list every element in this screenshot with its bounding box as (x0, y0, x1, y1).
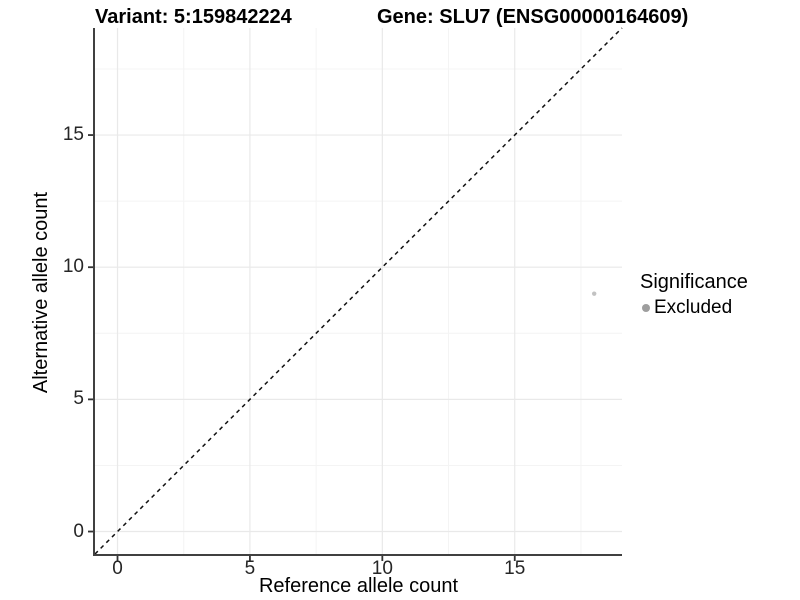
legend-point-icon (642, 304, 650, 312)
x-axis-title: Reference allele count (258, 575, 458, 597)
plot-title-gene: Gene: SLU7 (ENSG00000164609) (377, 6, 689, 28)
y-axis-title: Alternative allele count (30, 191, 52, 394)
x-tick-label: 10 (371, 558, 393, 579)
legend-item-label: Excluded (654, 297, 733, 318)
x-tick-label: 0 (112, 558, 123, 579)
legend-title: Significance (640, 271, 748, 293)
x-tick-label: 5 (244, 558, 256, 579)
y-tick-label: 0 (73, 520, 84, 542)
data-point (591, 291, 597, 296)
identity-dashed-line (94, 27, 623, 555)
legend-item-excluded: Excluded (638, 297, 748, 319)
plot-title-variant: Variant: 5:159842224 (95, 6, 292, 28)
legend: Significance Excluded (638, 271, 748, 319)
y-tick-label: 5 (73, 388, 84, 410)
y-tick-label: 15 (62, 124, 84, 146)
x-tick-label: 15 (504, 558, 526, 579)
y-tick-label: 10 (62, 256, 84, 278)
